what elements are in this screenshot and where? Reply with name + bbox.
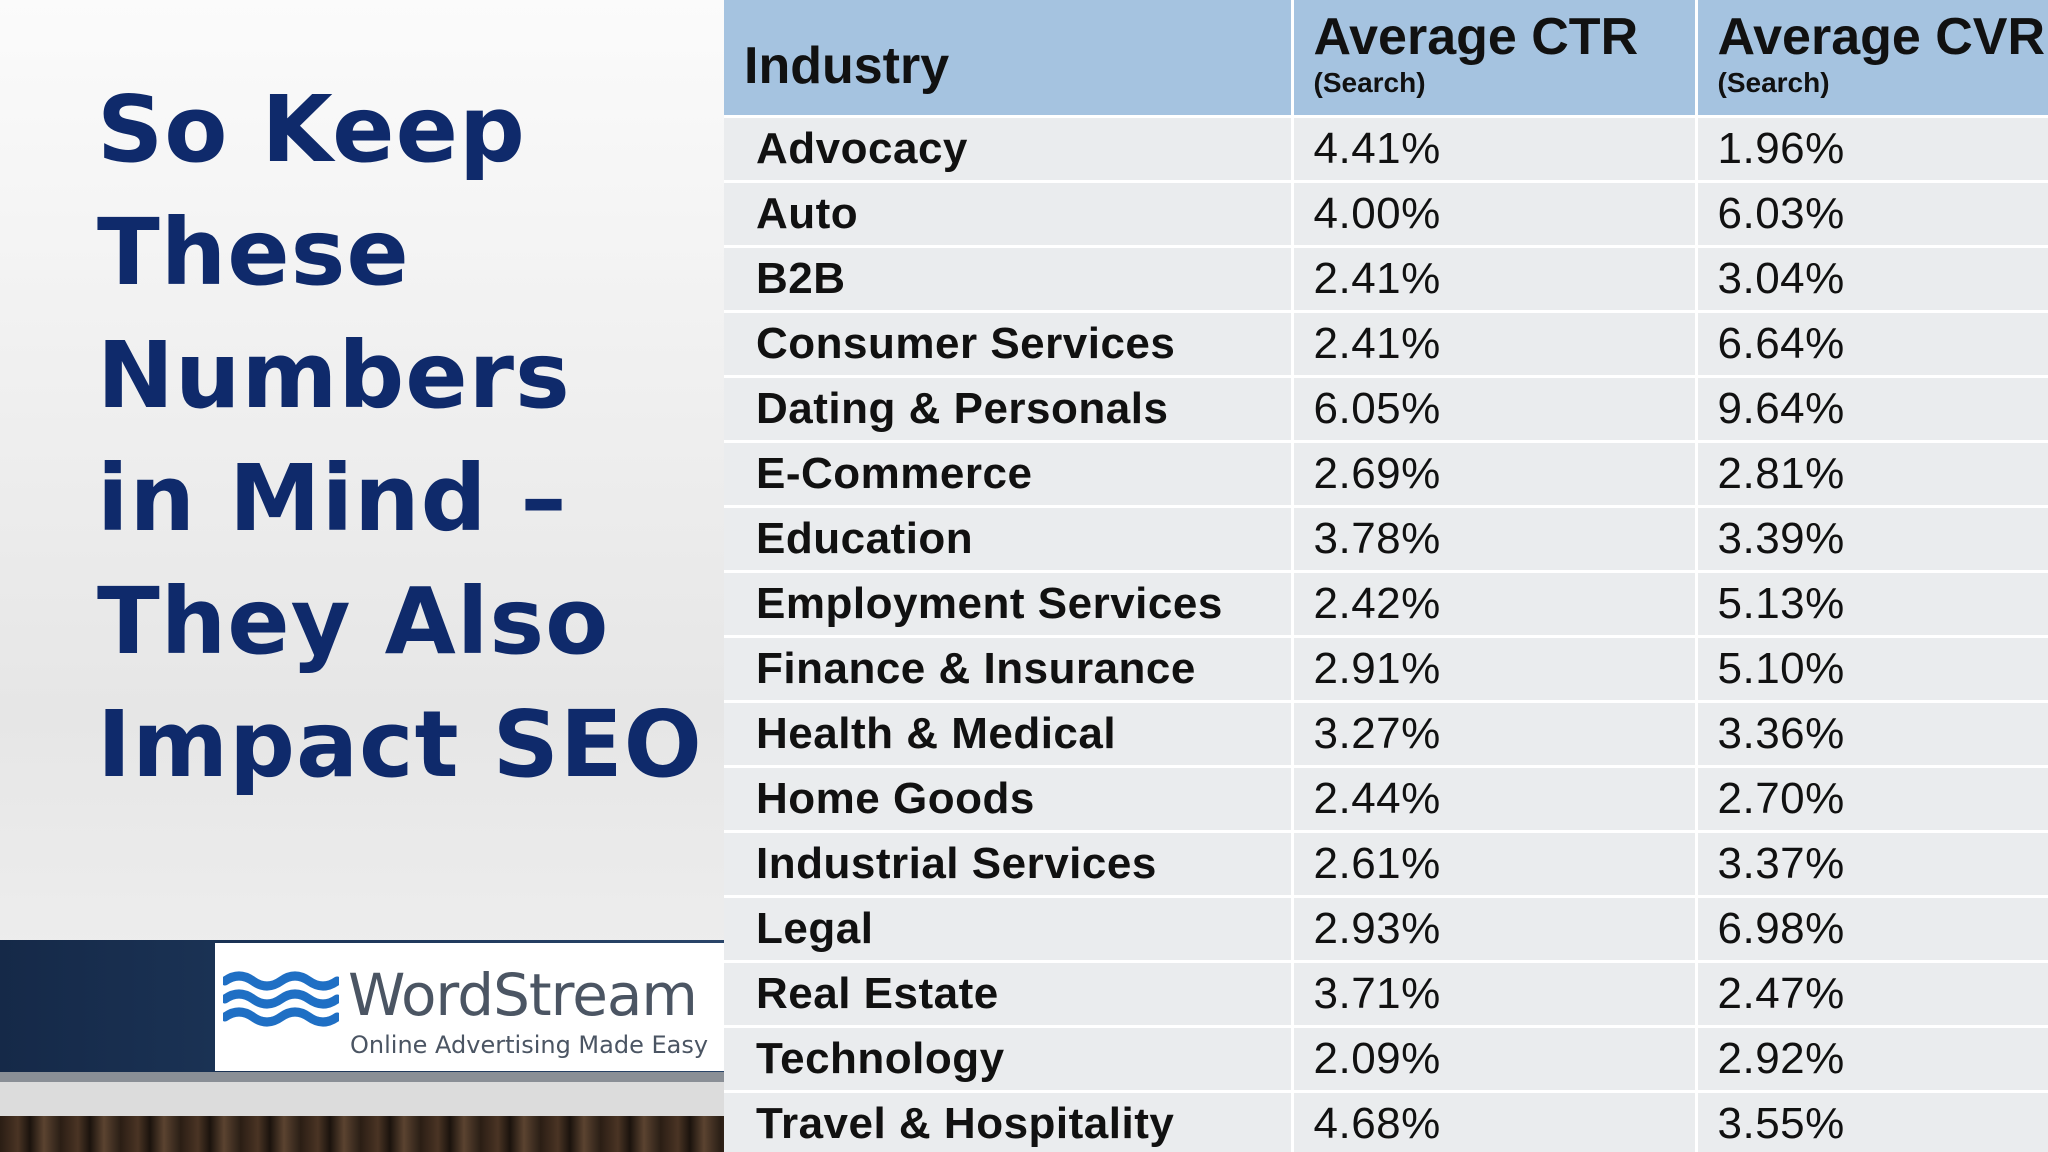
brand-tagline: Online Advertising Made Easy bbox=[350, 1031, 709, 1059]
ctr-cell: 2.69% bbox=[1292, 441, 1698, 508]
cvr-cell: 2.81% bbox=[1696, 441, 2048, 508]
industry-cell: Industrial Services bbox=[724, 831, 1294, 898]
ctr-cell: 6.05% bbox=[1292, 376, 1698, 443]
industry-cell: Dating & Personals bbox=[724, 376, 1294, 443]
ctr-cell: 3.27% bbox=[1292, 701, 1698, 768]
cvr-cell: 1.96% bbox=[1696, 116, 2048, 183]
table-row: Auto 4.00% 6.03% bbox=[724, 181, 2048, 248]
cvr-cell: 2.70% bbox=[1696, 766, 2048, 833]
waves-icon bbox=[223, 971, 339, 1027]
slide-title: So Keep These Numbers in Mind – They Als… bbox=[97, 68, 703, 806]
column-header-sublabel: (Search) bbox=[1717, 67, 1830, 98]
table-row: Finance & Insurance 2.91% 5.10% bbox=[724, 636, 2048, 703]
table-row: Employment Services 2.42% 5.13% bbox=[724, 571, 2048, 638]
cvr-cell: 2.92% bbox=[1696, 1026, 2048, 1093]
industry-cell: Technology bbox=[724, 1026, 1294, 1093]
industry-cell: Employment Services bbox=[724, 571, 1294, 638]
ctr-cell: 2.93% bbox=[1292, 896, 1698, 963]
ctr-cell: 3.78% bbox=[1292, 506, 1698, 573]
cvr-cell: 3.39% bbox=[1696, 506, 2048, 573]
cvr-cell: 6.64% bbox=[1696, 311, 2048, 378]
ctr-cell: 2.41% bbox=[1292, 246, 1698, 313]
table-row: Consumer Services 2.41% 6.64% bbox=[724, 311, 2048, 378]
column-header-industry: Industry bbox=[724, 0, 1294, 118]
table-row: Advocacy 4.41% 1.96% bbox=[724, 116, 2048, 183]
title-line: Numbers bbox=[97, 322, 571, 429]
table-row: E-Commerce 2.69% 2.81% bbox=[724, 441, 2048, 508]
benchmark-table-panel: Industry Average CTR (Search) Average CV… bbox=[724, 0, 2048, 1152]
industry-cell: E-Commerce bbox=[724, 441, 1294, 508]
left-panel: So Keep These Numbers in Mind – They Als… bbox=[0, 0, 724, 1152]
industry-cell: Health & Medical bbox=[724, 701, 1294, 768]
wordstream-logo: WordStream Online Advertising Made Easy bbox=[215, 943, 724, 1071]
title-line: These bbox=[97, 199, 410, 306]
industry-cell: B2B bbox=[724, 246, 1294, 313]
cvr-cell: 3.55% bbox=[1696, 1091, 2048, 1152]
title-line: in Mind – bbox=[97, 445, 568, 552]
title-line: Impact SEO bbox=[97, 691, 703, 798]
divider bbox=[0, 1082, 724, 1116]
ctr-cell: 2.09% bbox=[1292, 1026, 1698, 1093]
column-header-label: Industry bbox=[744, 37, 950, 95]
ctr-cell: 2.61% bbox=[1292, 831, 1698, 898]
table-header-row: Industry Average CTR (Search) Average CV… bbox=[724, 0, 2048, 118]
table-row: Industrial Services 2.61% 3.37% bbox=[724, 831, 2048, 898]
industry-cell: Consumer Services bbox=[724, 311, 1294, 378]
ctr-cell: 2.42% bbox=[1292, 571, 1698, 638]
ctr-cell: 4.00% bbox=[1292, 181, 1698, 248]
column-header-ctr: Average CTR (Search) bbox=[1292, 0, 1698, 118]
benchmark-table: Industry Average CTR (Search) Average CV… bbox=[724, 0, 2048, 1152]
bottom-photo-strip bbox=[0, 1116, 724, 1152]
table-row: Travel & Hospitality 4.68% 3.55% bbox=[724, 1091, 2048, 1152]
table-row: Legal 2.93% 6.98% bbox=[724, 896, 2048, 963]
industry-cell: Auto bbox=[724, 181, 1294, 248]
brand-name: WordStream bbox=[348, 961, 698, 1029]
table-row: Dating & Personals 6.05% 9.64% bbox=[724, 376, 2048, 443]
cvr-cell: 9.64% bbox=[1696, 376, 2048, 443]
cvr-cell: 3.36% bbox=[1696, 701, 2048, 768]
table-row: Home Goods 2.44% 2.70% bbox=[724, 766, 2048, 833]
column-header-label: Average CVR bbox=[1717, 8, 2046, 66]
title-line: They Also bbox=[97, 568, 610, 675]
title-line: So Keep bbox=[97, 76, 526, 183]
industry-cell: Finance & Insurance bbox=[724, 636, 1294, 703]
industry-cell: Education bbox=[724, 506, 1294, 573]
cvr-cell: 5.10% bbox=[1696, 636, 2048, 703]
ctr-cell: 2.44% bbox=[1292, 766, 1698, 833]
ctr-cell: 4.68% bbox=[1292, 1091, 1698, 1152]
cvr-cell: 2.47% bbox=[1696, 961, 2048, 1028]
column-header-sublabel: (Search) bbox=[1313, 67, 1426, 98]
brand-band-shadow bbox=[0, 1072, 724, 1082]
table-row: B2B 2.41% 3.04% bbox=[724, 246, 2048, 313]
table-row: Real Estate 3.71% 2.47% bbox=[724, 961, 2048, 1028]
cvr-cell: 3.37% bbox=[1696, 831, 2048, 898]
cvr-cell: 5.13% bbox=[1696, 571, 2048, 638]
industry-cell: Home Goods bbox=[724, 766, 1294, 833]
ctr-cell: 2.41% bbox=[1292, 311, 1698, 378]
column-header-label: Average CTR bbox=[1313, 8, 1639, 66]
ctr-cell: 4.41% bbox=[1292, 116, 1698, 183]
ctr-cell: 2.91% bbox=[1292, 636, 1698, 703]
column-header-cvr: Average CVR (Search) bbox=[1696, 0, 2048, 118]
cvr-cell: 6.98% bbox=[1696, 896, 2048, 963]
industry-cell: Real Estate bbox=[724, 961, 1294, 1028]
cvr-cell: 3.04% bbox=[1696, 246, 2048, 313]
table-row: Technology 2.09% 2.92% bbox=[724, 1026, 2048, 1093]
ctr-cell: 3.71% bbox=[1292, 961, 1698, 1028]
industry-cell: Travel & Hospitality bbox=[724, 1091, 1294, 1152]
industry-cell: Advocacy bbox=[724, 116, 1294, 183]
table-row: Education 3.78% 3.39% bbox=[724, 506, 2048, 573]
table-row: Health & Medical 3.27% 3.36% bbox=[724, 701, 2048, 768]
industry-cell: Legal bbox=[724, 896, 1294, 963]
cvr-cell: 6.03% bbox=[1696, 181, 2048, 248]
